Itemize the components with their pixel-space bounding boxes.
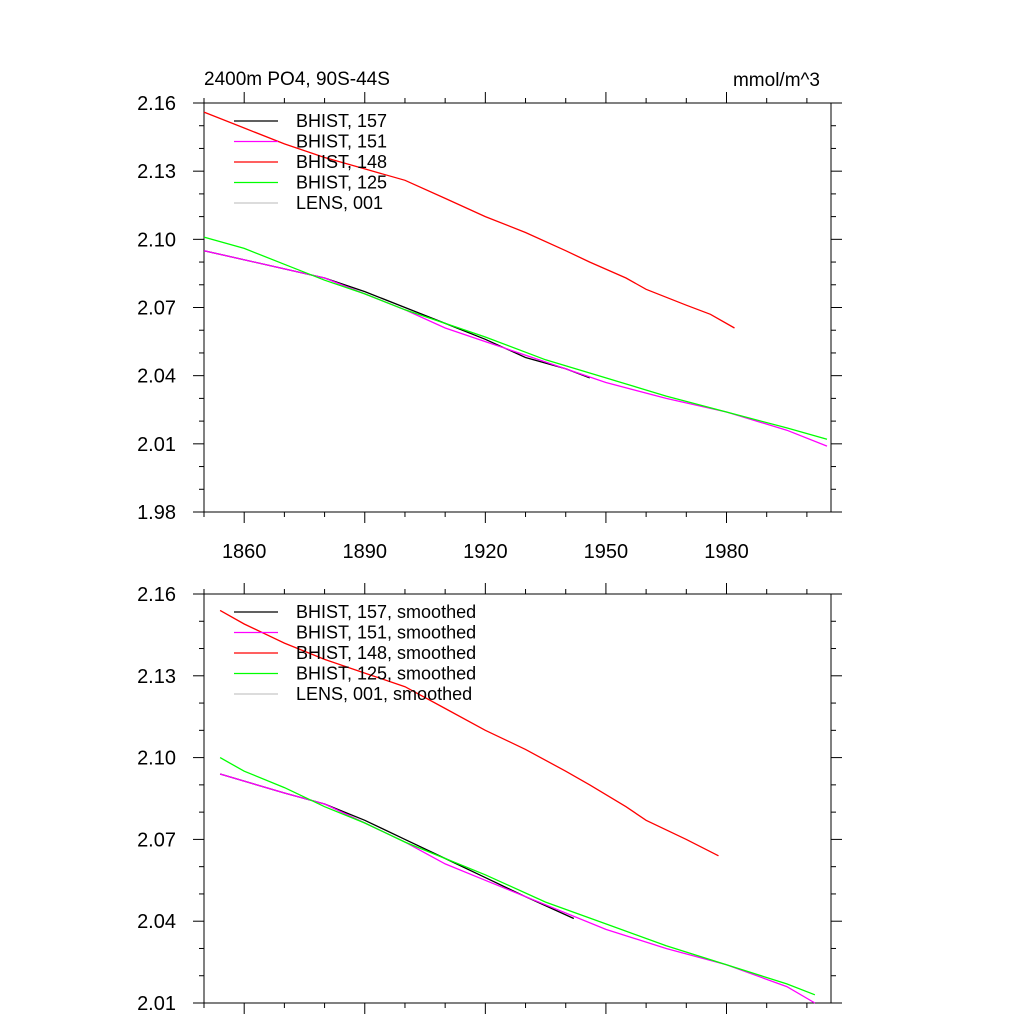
legend-label: BHIST, 148, smoothed <box>296 643 476 663</box>
legend-label: LENS, 001 <box>296 193 383 213</box>
series-line <box>203 250 591 379</box>
series-line <box>203 111 735 329</box>
x-tick-label: 1890 <box>343 541 388 563</box>
legend-label: LENS, 001, smoothed <box>296 684 472 704</box>
chart-title: 2400m PO4, 90S-44S <box>204 69 390 90</box>
y-tick-label: 2.10 <box>137 229 176 251</box>
series-line <box>203 236 828 440</box>
series-line <box>219 757 816 996</box>
plot-frame <box>203 593 832 1004</box>
y-tick-label: 2.07 <box>137 829 176 851</box>
y-tick-label: 2.04 <box>137 366 176 388</box>
y-tick-label: 2.04 <box>137 911 176 933</box>
series-line <box>219 773 816 1004</box>
y-tick-label: 2.16 <box>137 93 176 115</box>
x-tick-label: 1950 <box>584 541 629 563</box>
units-label: mmol/m^3 <box>733 70 820 91</box>
legend-label: BHIST, 125 <box>296 173 387 193</box>
y-tick-label: 2.13 <box>137 161 176 183</box>
x-tick-label: 1860 <box>222 541 267 563</box>
x-tick-label: 1920 <box>463 541 508 563</box>
y-tick-label: 2.13 <box>137 666 176 688</box>
y-tick-label: 2.01 <box>137 993 176 1015</box>
series-line <box>219 773 575 920</box>
top-panel: 1.98 2.01 2.04 2.07 2.10 2.13 2.16 1860 1890 1920… <box>137 92 842 563</box>
legend-label: BHIST, 151 <box>296 132 387 152</box>
bottom-panel: 2.01 2.04 2.07 2.10 2.13 2.16 BHIST, 157, smoo… <box>137 583 842 1015</box>
y-tick-label: 2.01 <box>137 434 176 456</box>
legend-label: BHIST, 148 <box>296 152 387 172</box>
y-tick-label: 2.07 <box>137 298 176 320</box>
legend-label: BHIST, 157 <box>296 111 387 131</box>
legend-label: BHIST, 125, smoothed <box>296 664 476 684</box>
series-line <box>219 609 719 857</box>
y-tick-label: 2.10 <box>137 748 176 770</box>
y-tick-label: 2.16 <box>137 584 176 606</box>
legend-label: BHIST, 151, smoothed <box>296 623 476 643</box>
legend-label: BHIST, 157, smoothed <box>296 602 476 622</box>
y-tick-label: 1.98 <box>137 502 176 524</box>
x-tick-label: 1980 <box>704 541 749 563</box>
